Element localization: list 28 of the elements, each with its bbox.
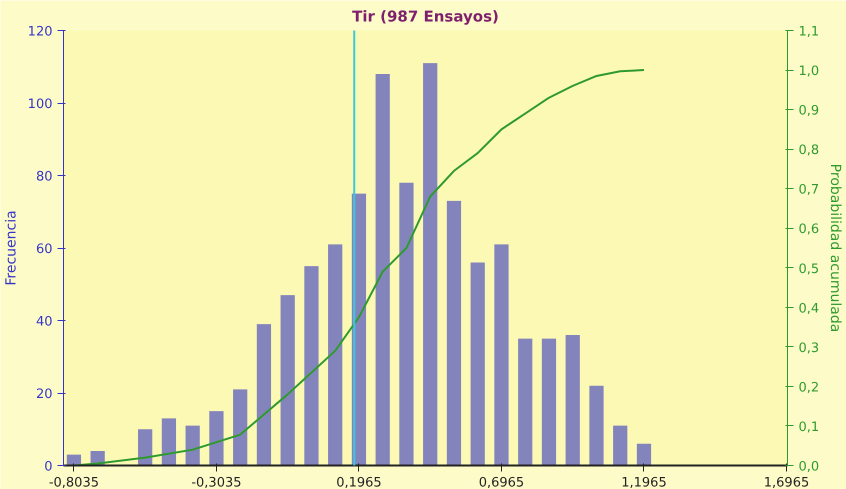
y2-tick-label: 0,3 — [798, 340, 820, 356]
y2-tick-label: 1,0 — [798, 64, 820, 80]
x-tick-label: -0,8035 — [48, 476, 99, 489]
x-tick-label: 1,6965 — [764, 476, 810, 489]
y-tick-label: 20 — [36, 387, 53, 402]
y-tick-label: 120 — [28, 24, 53, 40]
y-tick-label: 40 — [36, 314, 53, 330]
y2-tick-label: 0,1 — [798, 420, 820, 435]
x-tick-label: -0,3035 — [191, 476, 242, 489]
y-tick-label: 100 — [28, 97, 53, 112]
y2-tick-label: 0,0 — [798, 460, 820, 474]
x-tick-label: 1,1965 — [621, 476, 667, 489]
y2-tick-label: 1,1 — [798, 24, 820, 40]
y2-tick-label: 0,8 — [798, 143, 820, 158]
y-tick-label: 80 — [36, 170, 53, 184]
y2-tick-label: 0,4 — [798, 301, 820, 316]
y2-tick-label: 0,9 — [798, 104, 820, 119]
y2-tick-label: 0,5 — [798, 262, 820, 277]
y2-axis-title: Probabilidad acumulada — [827, 164, 844, 332]
x-tick-label: 0,1965 — [336, 476, 382, 489]
chart-title: Tir (987 Ensayos) — [352, 8, 499, 26]
x-tick-label: 0,6965 — [478, 476, 524, 489]
y-tick-label: 60 — [36, 242, 53, 257]
y2-tick-label: 0,7 — [798, 182, 820, 198]
y-axis-title: Frecuencia — [4, 210, 20, 286]
y-tick-label: 0 — [44, 460, 53, 474]
y2-tick-label: 0,2 — [798, 380, 820, 396]
y2-tick-label: 0,6 — [798, 222, 820, 238]
